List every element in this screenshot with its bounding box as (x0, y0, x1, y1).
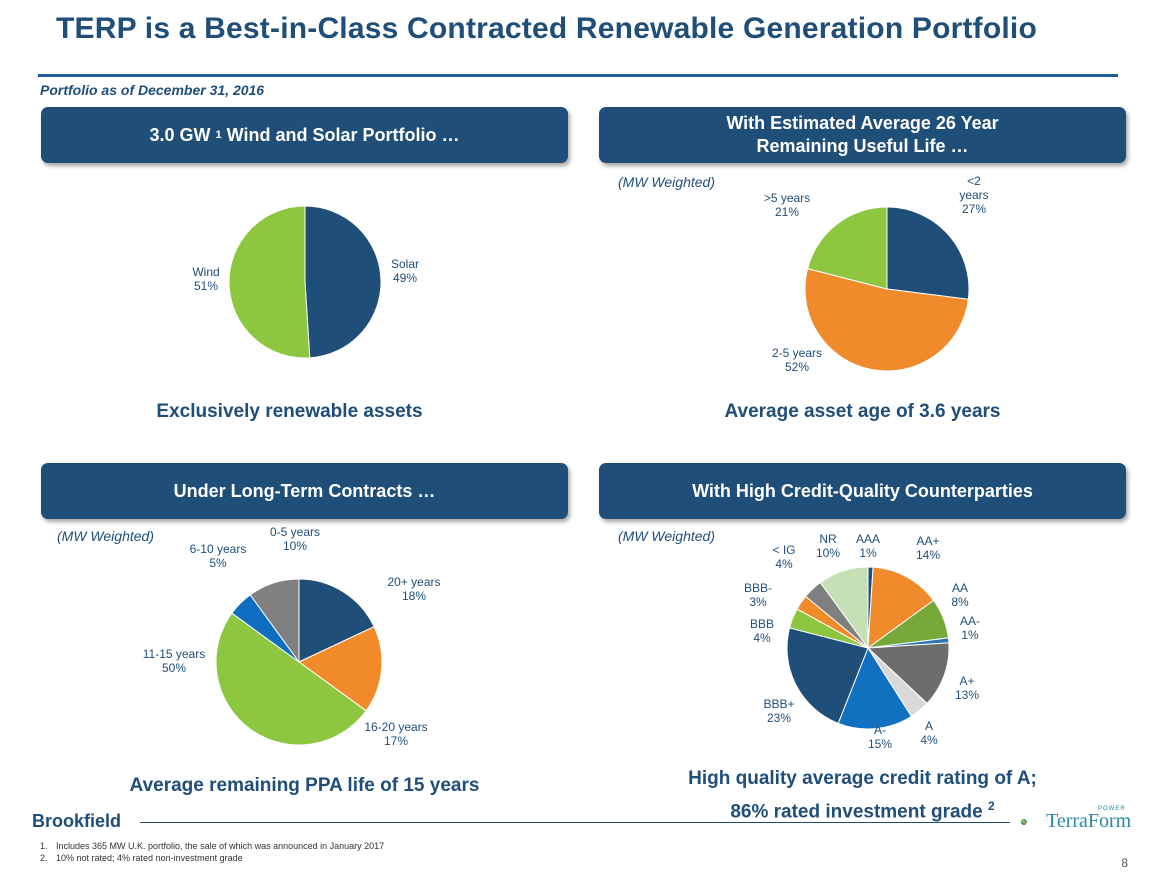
pie-1-slice-5years (806, 206, 888, 290)
pie-3-slice-a+ (866, 642, 950, 705)
pie-3-slice-aa+ (867, 566, 935, 650)
footnote-2-text: 10% not rated; 4% rated non-investment g… (56, 853, 243, 863)
pie-3-label-0: AAA 1% (856, 532, 880, 560)
terraform-logo-small: POWER (1098, 806, 1126, 812)
portfolio-date-subtitle: Portfolio as of December 31, 2016 (40, 82, 265, 98)
panel-header-useful-life-line2: Remaining Useful Life … (756, 136, 969, 156)
pie-1-slice-2-5years (804, 267, 969, 372)
panel-header-contracts-text: Under Long-Term Contracts … (173, 480, 436, 501)
footer-divider (140, 822, 1010, 823)
title-divider (38, 74, 1118, 77)
panel-header-portfolio-rest: Wind and Solar Portfolio … (226, 124, 460, 145)
pie-0-slice-solar (304, 205, 382, 359)
pie-0-slice-wind (228, 205, 311, 359)
pie-3-slice-bbb+ (786, 627, 869, 724)
terraform-globe-icon (1020, 819, 1027, 825)
footnote-ref-2: 2 (987, 799, 995, 813)
pie-3-label-8: BBB 4% (750, 617, 774, 645)
pie-1-slice-2years (886, 206, 970, 300)
terraform-logo-text: TerraForm (1046, 810, 1132, 832)
brookfield-logo: Brookfield (32, 811, 122, 831)
panel-header-useful-life-line1: With Estimated Average 26 Year (726, 113, 999, 133)
pie-2-label-1: 16-20 years 17% (364, 720, 427, 748)
caption-asset-age: Average asset age of 3.6 years (724, 401, 1001, 422)
pie-3-label-1: AA+ 14% (916, 534, 940, 562)
pie-3-label-2: AA 8% (951, 581, 969, 609)
pie-3-label-9: BBB-3% (744, 581, 772, 609)
pie-2-slice-20+years (298, 578, 375, 663)
page-number: 8 (1121, 856, 1128, 870)
page-title: TERP is a Best-in-Class Contracted Renew… (56, 12, 1037, 45)
pie-3-slice-nr (819, 566, 869, 650)
panel-header-credit-text: With High Credit-Quality Counterparties (692, 480, 1033, 501)
pie-3-label-4: A+ 13% (955, 674, 979, 702)
footnote-ref-1: 1 (215, 128, 222, 141)
pie-3-label-11: NR 10% (816, 532, 840, 560)
panel-header-portfolio-gw: 3.0 GW (149, 124, 211, 145)
pie-1-label-0: <2 years 27% (959, 174, 988, 216)
pie-2-label-0: 20+ years 18% (387, 575, 440, 603)
footnote-2: 2. 10% not rated; 4% rated non-investment… (40, 852, 384, 864)
mw-weighted-note-contracts: (MW Weighted) (57, 528, 154, 544)
caption-investment-grade: 86% rated investment grade 2 (599, 799, 1126, 823)
panel-header-portfolio: 3.0 GW 1 Wind and Solar Portfolio … (41, 107, 568, 163)
pie-1-label-1: 2-5 years 52% (772, 346, 822, 374)
pie-3-slice-a- (837, 646, 913, 730)
panel-header-credit: With High Credit-Quality Counterparties (599, 463, 1126, 519)
pie-3-label-6: A-15% (868, 723, 892, 751)
pie-2-label-2: 11-15 years 50% (143, 647, 205, 675)
pie-0-label-1: Wind 51% (192, 265, 219, 293)
pie-2-slice-16-20years (298, 625, 383, 712)
footnote-1-num: 1. (40, 841, 48, 851)
pie-2-slice-0-5years (249, 578, 300, 664)
footnote-2-num: 2. (40, 853, 48, 863)
pie-3-label-3: AA-1% (960, 614, 980, 642)
pie-3-label-5: A 4% (920, 719, 938, 747)
footnote-1-text: Includes 365 MW U.K. portfolio, the sale… (56, 841, 385, 851)
pie-2-label-4: 0-5 years 10% (270, 525, 320, 553)
pie-2-slice-11-15years (215, 612, 367, 746)
pie-2-label-3: 6-10 years 5% (190, 542, 247, 570)
pie-3-label-7: BBB+ 23% (763, 697, 794, 725)
caption-credit-rating: High quality average credit rating of A; (688, 768, 1037, 789)
mw-weighted-note-useful-life: (MW Weighted) (618, 174, 715, 190)
caption-investment-grade-text: 86% rated investment grade (730, 801, 983, 823)
panel-header-contracts: Under Long-Term Contracts … (41, 463, 568, 519)
caption-renewable: Exclusively renewable assets (156, 401, 423, 422)
footnotes: 1. Includes 365 MW U.K. portfolio, the sa… (40, 840, 384, 864)
pie-1-label-2: >5 years 21% (764, 191, 810, 219)
mw-weighted-note-credit: (MW Weighted) (618, 528, 715, 544)
panel-header-useful-life: With Estimated Average 26 Year Remaining… (599, 107, 1126, 163)
footnote-1: 1. Includes 365 MW U.K. portfolio, the sa… (40, 840, 384, 852)
caption-ppa-life: Average remaining PPA life of 15 years (129, 775, 480, 796)
pie-0-label-0: Solar 49% (391, 257, 419, 285)
pie-3-label-10: < IG 4% (772, 543, 795, 571)
